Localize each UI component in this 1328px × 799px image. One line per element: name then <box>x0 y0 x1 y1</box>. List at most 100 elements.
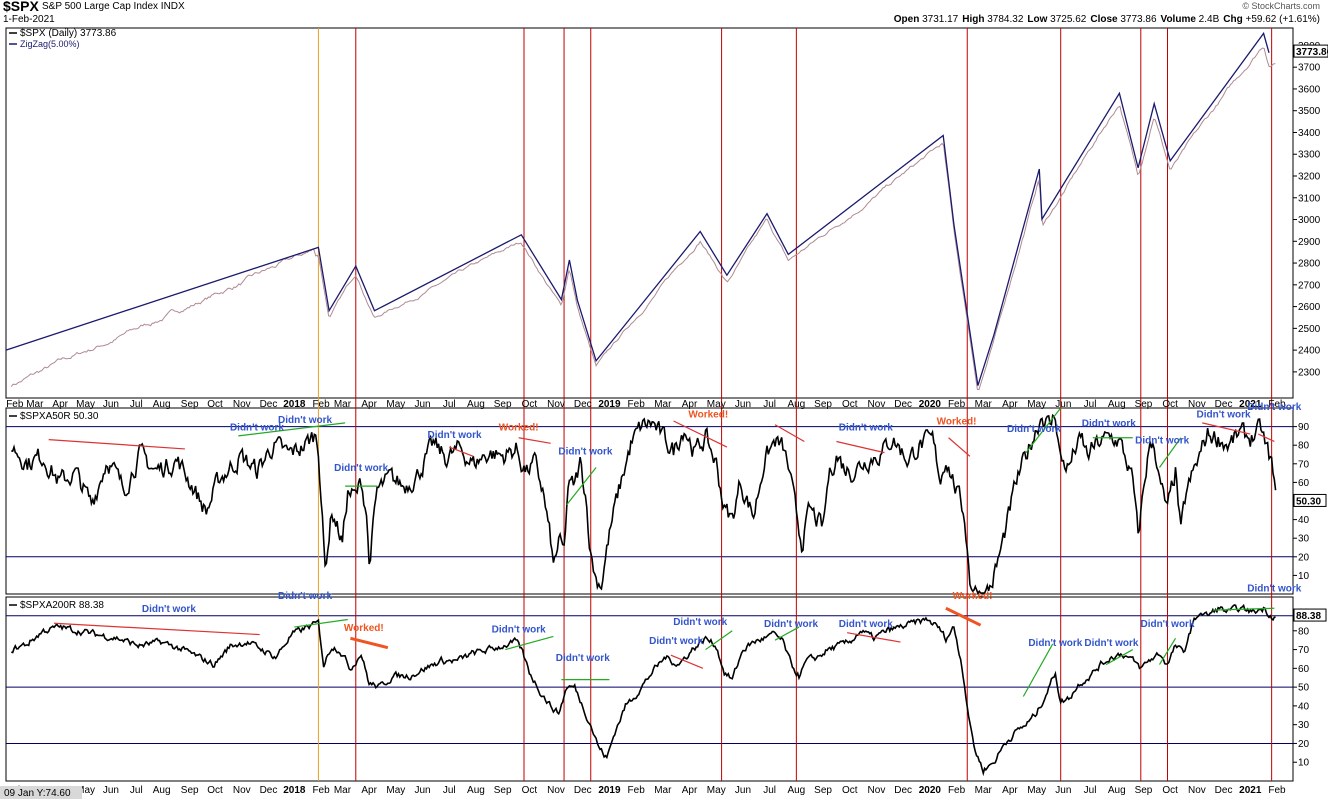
ohlc-readout: Open 3731.17 High 3784.32 Low 3725.62 Close… <box>890 14 1320 25</box>
annotation-label: Didn't work <box>492 625 546 636</box>
y-tick-label: 40 <box>1298 515 1310 526</box>
x-tick-label: May <box>76 399 95 410</box>
legend-zigzag-label: ZigZag(5.00%) <box>20 39 80 49</box>
annotation-label: Worked! <box>937 417 977 428</box>
last-value-label: 3773.86 <box>1296 47 1328 58</box>
y-tick-label: 50 <box>1298 683 1310 694</box>
annotation-label: Worked! <box>499 422 539 433</box>
x-tick-label: Jun <box>735 399 751 410</box>
trend-annotation-line <box>1158 637 1177 665</box>
x-tick-label: May <box>386 785 405 796</box>
trend-annotation-line <box>1202 422 1251 435</box>
trend-annotation-line <box>673 420 728 448</box>
x-tick-label: 2019 <box>598 399 621 410</box>
y-tick-label: 20 <box>1298 552 1310 563</box>
x-tick-label: Dec <box>894 399 912 410</box>
x-tick-label: Aug <box>153 785 171 796</box>
x-tick-label: Aug <box>153 399 171 410</box>
x-tick-label: May <box>76 785 95 796</box>
x-tick-label: Dec <box>1215 399 1233 410</box>
y-tick-label: 3100 <box>1298 193 1321 204</box>
annotation-label: Didn't work <box>673 617 727 628</box>
x-tick-label: Oct <box>842 785 858 796</box>
zigzag-line <box>5 31 1270 386</box>
x-tick-label: Nov <box>547 399 565 410</box>
last-value-box <box>1293 493 1327 507</box>
x-tick-label: May <box>707 785 726 796</box>
annotation-label: Didn't work <box>334 463 388 474</box>
x-tick-label: Feb <box>628 785 646 796</box>
annotation-label: Worked! <box>688 409 728 420</box>
annotation-label: Didn't work <box>556 653 610 664</box>
y-tick-label: 2400 <box>1298 346 1321 357</box>
x-tick-label: Feb <box>948 785 966 796</box>
price-line <box>10 47 1276 391</box>
x-tick-label: Jul <box>1084 785 1097 796</box>
x-tick-label: Aug <box>787 399 805 410</box>
ohlc-chg-label: Chg <box>1223 14 1243 25</box>
annotation-label: Didn't work <box>764 619 818 630</box>
x-tick-label: Dec <box>574 785 592 796</box>
y-tick-label: 2600 <box>1298 302 1321 313</box>
x-tick-label: May <box>1027 785 1046 796</box>
x-tick-label: May <box>386 399 405 410</box>
x-tick-label: Jun <box>1055 785 1071 796</box>
x-tick-label: Aug <box>1108 399 1126 410</box>
trend-annotation-line <box>1105 649 1134 666</box>
breadth-line-1 <box>11 413 1277 595</box>
y-tick-label: 3200 <box>1298 172 1321 183</box>
y-tick-label: 20 <box>1298 739 1310 750</box>
stockcharts-logo: © StockCharts.com <box>1242 1 1320 11</box>
x-tick-label: Mar <box>975 399 993 410</box>
y-tick-label: 60 <box>1298 478 1310 489</box>
annotation-label: Didn't work <box>839 422 893 433</box>
annotation-label: Didn't work <box>558 447 612 458</box>
y-tick-label: 3500 <box>1298 106 1321 117</box>
x-tick-label: Jun <box>1055 399 1071 410</box>
legend-price-label: $SPX (Daily) 3773.86 <box>20 28 117 39</box>
panel-legend-label: $SPXA50R 50.30 <box>20 411 99 422</box>
annotation-label: Didn't work <box>1135 435 1189 446</box>
annotation-label: Worked! <box>953 591 993 602</box>
ohlc-open-label: Open <box>893 14 920 25</box>
x-tick-label: Aug <box>787 785 805 796</box>
x-tick-label: Apr <box>361 785 377 796</box>
x-tick-label: Sep <box>1135 399 1153 410</box>
x-tick-label: Nov <box>868 785 886 796</box>
annotation-label: Worked! <box>344 623 384 634</box>
annotation-label: Didn't work <box>278 591 332 602</box>
x-tick-label: Mar <box>26 399 44 410</box>
panel-frame-1 <box>5 27 1294 399</box>
annotation-label: Didn't work <box>1247 402 1301 413</box>
annotation-label: Didn't work <box>1140 619 1194 630</box>
cursor-readout: 09 Jan Y:74.60 <box>4 788 71 799</box>
x-tick-label: Jun <box>103 785 119 796</box>
trend-annotation-line <box>1258 433 1275 443</box>
y-tick-label: 2700 <box>1298 280 1321 291</box>
trend-annotation-line <box>670 654 704 669</box>
trend-annotation-line <box>1212 607 1275 611</box>
last-value-box <box>1293 44 1328 58</box>
trend-annotation-line <box>518 437 551 444</box>
annotation-label: Didn't work <box>1197 409 1251 420</box>
trend-annotation-line <box>449 446 474 457</box>
x-tick-label: Jun <box>735 785 751 796</box>
trend-annotation-line <box>54 622 260 636</box>
x-tick-label: Feb <box>1268 399 1286 410</box>
x-tick-label: Oct <box>1162 785 1178 796</box>
x-tick-label: Dec <box>574 399 592 410</box>
x-tick-label: Sep <box>1135 785 1153 796</box>
y-tick-label: 3600 <box>1298 84 1321 95</box>
x-tick-label: Feb <box>628 399 646 410</box>
y-tick-label: 3700 <box>1298 63 1321 74</box>
x-tick-label: Jul <box>1084 399 1097 410</box>
x-tick-label: Feb <box>6 399 24 410</box>
x-tick-label: Apr <box>1002 399 1018 410</box>
x-tick-label: Dec <box>260 399 278 410</box>
x-tick-label: May <box>707 399 726 410</box>
x-tick-label: Apr <box>361 399 377 410</box>
y-tick-label: 3400 <box>1298 128 1321 139</box>
x-tick-label: 2020 <box>919 399 942 410</box>
x-tick-label: Nov <box>868 399 886 410</box>
